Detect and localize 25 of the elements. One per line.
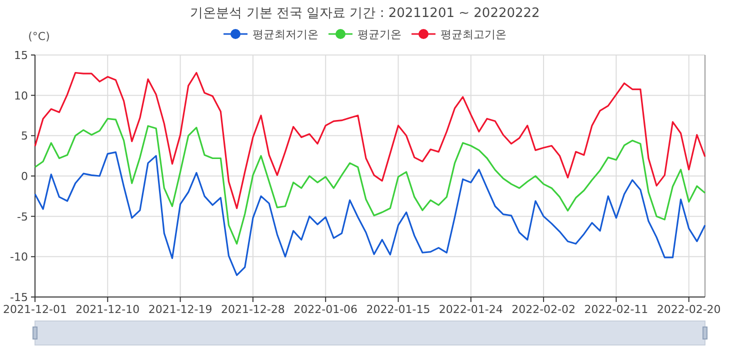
x-tick-label: 2022-02-11 (584, 303, 648, 316)
x-tick-label: 2021-12-10 (76, 303, 140, 316)
chart-title: 기온분석 기본 전국 일자료 기간 : 20211201 ~ 20220222 (190, 6, 540, 21)
line-series (34, 72, 706, 210)
line-series (34, 118, 706, 245)
legend-label: 평균최고기온 (440, 28, 506, 41)
legend-label: 평균기온 (358, 28, 402, 41)
x-tick-label: 2021-12-01 (3, 303, 67, 316)
x-tick-label: 2022-01-15 (366, 303, 430, 316)
x-tick-label: 2022-01-24 (438, 303, 503, 316)
y-tick-label: 15 (14, 49, 28, 62)
y-tick-label: -10 (10, 250, 28, 264)
y-tick-label: 0 (21, 170, 28, 183)
y-tick-label: 5 (21, 130, 28, 143)
x-tick-label: 2022-02-02 (512, 303, 576, 316)
x-tick-label: 2021-12-28 (220, 303, 285, 316)
legend-label: 평균최저기온 (252, 28, 318, 41)
line-series (34, 151, 706, 276)
x-tick-label: 2022-02-20 (656, 303, 721, 316)
x-tick-label: 2021-12-19 (148, 303, 212, 316)
y-tick-label: 10 (14, 89, 28, 102)
y-tick-label: -5 (17, 210, 28, 224)
y-tick-label: -15 (10, 291, 28, 304)
x-tick-label: 2022-01-06 (294, 303, 358, 316)
y-axis-title: (°C) (28, 30, 50, 43)
